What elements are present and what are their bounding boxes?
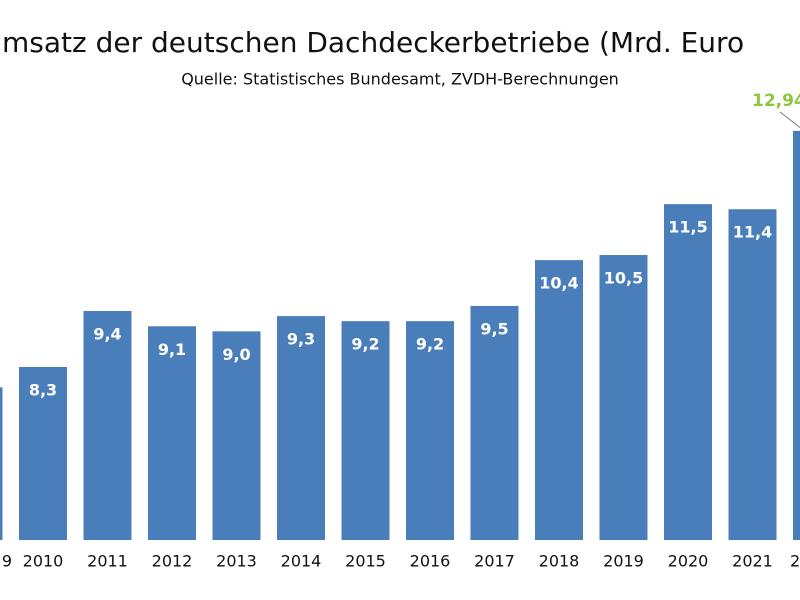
value-label: 9,1	[158, 340, 186, 359]
value-label: 9,5	[480, 319, 508, 338]
value-label: 9,3	[287, 330, 315, 349]
x-tick-label: 2017	[474, 552, 515, 571]
value-label: 12,94	[752, 91, 800, 111]
x-tick-label: 2014	[281, 552, 322, 571]
bar	[212, 331, 261, 540]
x-tick-label: 2020	[668, 552, 709, 571]
bar	[341, 321, 390, 540]
value-label: 9,4	[93, 325, 121, 344]
bar	[664, 204, 712, 540]
x-tick-label: 2	[790, 552, 800, 571]
value-label: 8,3	[29, 380, 57, 399]
x-tick-label: 2011	[87, 552, 128, 571]
value-label: 9,2	[351, 335, 379, 354]
value-label: 10,4	[539, 274, 578, 293]
chart-title: msatz der deutschen Dachdeckerbetriebe (…	[2, 26, 744, 59]
leader-line	[779, 111, 800, 129]
bar	[83, 311, 132, 540]
bar	[19, 366, 67, 540]
value-label: 10,5	[604, 269, 643, 288]
x-tick-label: 2018	[539, 552, 580, 571]
x-tick-label: 2021	[732, 552, 773, 571]
value-label: 11,5	[668, 218, 707, 237]
x-tick-label: 2015	[345, 552, 386, 571]
bar	[406, 321, 454, 540]
bar	[599, 255, 648, 540]
value-label: 9,0	[222, 345, 250, 364]
value-label: 9,2	[416, 335, 444, 354]
chart-subtitle: Quelle: Statistisches Bundesamt, ZVDH-Be…	[181, 70, 619, 89]
x-tick-label: 9	[2, 552, 12, 571]
bar	[728, 209, 777, 540]
bar	[0, 387, 3, 540]
x-tick-label: 2019	[603, 552, 644, 571]
x-tick-label: 2012	[152, 552, 193, 571]
x-tick-label: 2016	[410, 552, 451, 571]
bar	[793, 130, 800, 540]
bar	[277, 316, 325, 540]
bar	[148, 326, 196, 540]
x-tick-label: 2013	[216, 552, 257, 571]
bar	[470, 305, 519, 540]
value-label: 11,4	[733, 223, 772, 242]
x-tick-label: 2010	[23, 552, 64, 571]
bar	[535, 260, 583, 540]
